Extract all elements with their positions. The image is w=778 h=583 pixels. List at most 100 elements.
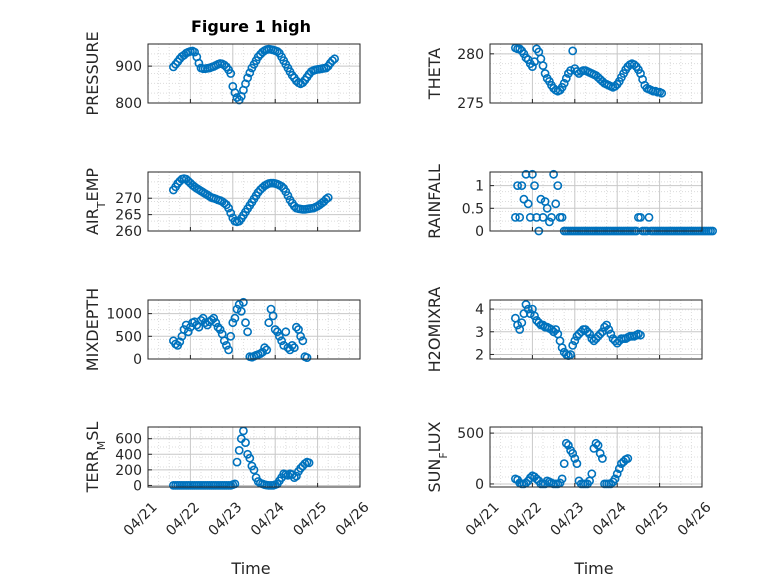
- data-point: [587, 469, 597, 479]
- data-point: [232, 304, 242, 314]
- data-point: [553, 181, 563, 190]
- subplot-4: 0 0.5 1 RAINFALL: [425, 164, 717, 240]
- data-point: [559, 459, 569, 468]
- data-point: [540, 69, 550, 78]
- data-point: [549, 327, 558, 337]
- data-point: [245, 68, 255, 78]
- data-point: [238, 297, 248, 307]
- data-point: [289, 343, 299, 353]
- data-point: [219, 60, 229, 70]
- data-point: [230, 313, 240, 323]
- data-point: [272, 47, 282, 56]
- data-point: [264, 318, 274, 328]
- data-point: [183, 327, 193, 337]
- data-point: [583, 327, 592, 337]
- data-point: [561, 438, 571, 448]
- data-point: [568, 46, 578, 56]
- data-point: [566, 350, 575, 359]
- data-point: [296, 463, 305, 473]
- data-point: [606, 329, 616, 339]
- data-point: [521, 169, 531, 179]
- y-tick-label: 0: [475, 224, 484, 240]
- y-axis-label: H2OMIXRA: [425, 287, 444, 373]
- axes-box: [489, 426, 703, 488]
- data-point: [593, 440, 603, 450]
- y-tick-label: 275: [457, 96, 484, 112]
- data-point: [302, 353, 312, 362]
- data-point: [296, 331, 305, 341]
- data-point: [277, 336, 286, 346]
- data-point: [260, 343, 269, 353]
- data-point: [521, 300, 531, 309]
- data-point: [542, 203, 552, 213]
- data-point: [215, 325, 225, 334]
- data-point: [549, 169, 558, 179]
- y-tick-label: 0: [475, 477, 484, 493]
- figure-title: Figure 1 high: [191, 17, 311, 36]
- data-point: [281, 327, 291, 337]
- data-point: [272, 327, 282, 337]
- data-point: [532, 315, 541, 325]
- axes-box: [147, 171, 361, 232]
- data-point: [228, 318, 238, 328]
- data-point: [604, 325, 614, 334]
- y-axis-label: PRESSURE: [83, 31, 102, 115]
- data-point: [612, 469, 622, 479]
- y-tick-label: 4: [475, 302, 484, 318]
- data-point: [224, 345, 233, 355]
- x-axis-label-right: Time: [573, 559, 613, 578]
- y-tick-label: 0.5: [462, 201, 484, 217]
- data-point: [532, 474, 541, 484]
- data-point: [551, 199, 561, 209]
- data-point: [564, 440, 573, 450]
- x-tick-label: 04/24: [248, 499, 288, 539]
- data-point: [532, 212, 541, 222]
- data-point: [551, 325, 561, 334]
- data-point: [614, 464, 624, 474]
- data-point: [538, 320, 548, 330]
- data-point: [595, 448, 605, 458]
- data-point: [209, 313, 219, 323]
- y-tick-label: 280: [457, 47, 484, 63]
- y-tick-label: 600: [115, 432, 142, 448]
- data-point: [283, 191, 293, 200]
- data-point: [517, 318, 527, 328]
- data-point: [304, 458, 314, 468]
- axes-box: [489, 43, 703, 104]
- subplot-1: 800 900 PRESSURE: [83, 31, 361, 116]
- data-point: [274, 331, 284, 341]
- y-tick-label: 1: [475, 179, 484, 195]
- y-axis-label: THETA: [425, 48, 444, 100]
- subplot-2: 275 280 THETA: [425, 43, 703, 112]
- data-point: [623, 454, 633, 463]
- data-point: [598, 454, 607, 463]
- y-tick-label: 265: [115, 208, 142, 224]
- data-point: [321, 194, 331, 204]
- data-point: [298, 336, 308, 346]
- data-point: [285, 345, 295, 355]
- data-point: [521, 53, 531, 63]
- y-tick-label: 2: [475, 347, 484, 363]
- y-tick-label: 3: [475, 325, 484, 341]
- data-point: [230, 88, 240, 98]
- data-point: [547, 325, 556, 334]
- x-tick-label: 04/21: [463, 499, 503, 539]
- data-point: [636, 330, 645, 340]
- data-point: [530, 311, 539, 321]
- y-axis-label: SUNFLUX: [425, 421, 450, 492]
- x-tick-label: 04/26: [675, 499, 715, 539]
- data-point: [262, 345, 272, 355]
- data-point: [528, 62, 537, 71]
- data-point: [245, 453, 255, 463]
- data-point: [523, 199, 533, 209]
- y-tick-label: 500: [115, 329, 142, 345]
- data-point: [517, 181, 527, 190]
- data-point: [330, 54, 339, 64]
- y-tick-label: 800: [115, 96, 142, 112]
- x-tick-label: 04/25: [290, 499, 330, 539]
- y-tick-label: 500: [457, 426, 484, 442]
